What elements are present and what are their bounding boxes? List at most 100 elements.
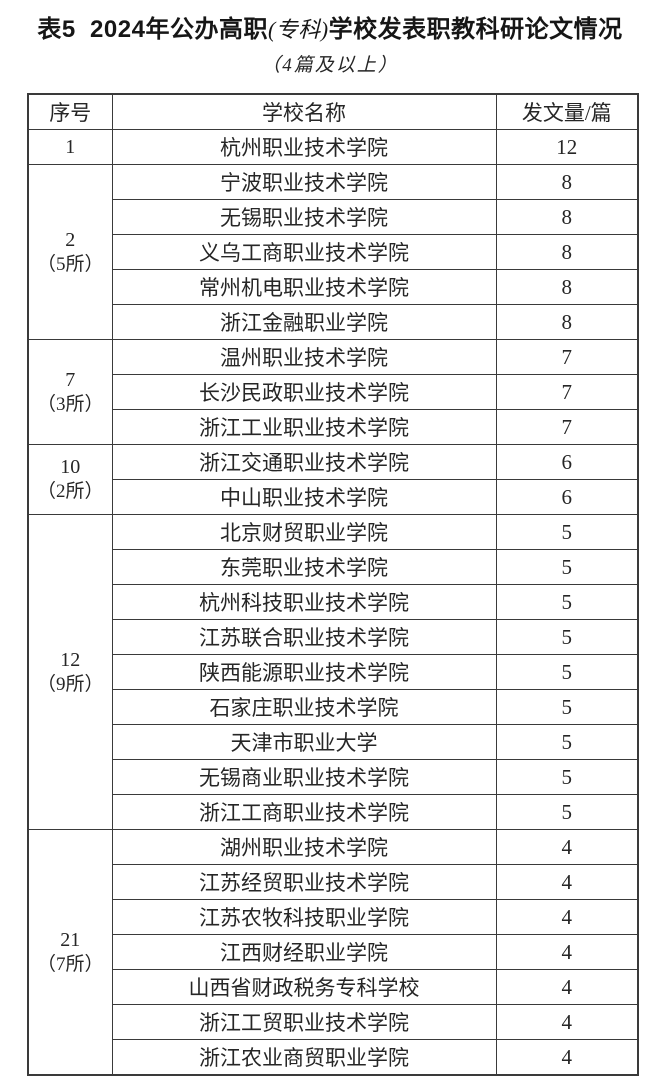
seq-cell: 7 （3所） [27,339,113,445]
count-cell: 4 [495,1039,639,1076]
table-row: 天津市职业大学 5 [28,724,639,760]
table-title-rest: 学校发表职教科研论文情况 [328,16,623,43]
seq-count-label: （2所） [36,481,104,503]
count-cell: 4 [495,1004,639,1040]
school-name-cell: 浙江工贸职业技术学院 [111,1004,497,1040]
header-row: 序号 学校名称 发文量/篇 [27,93,639,130]
table-title-paren: (专科) [267,17,329,42]
table-row: 山西省财政税务专科学校 4 [28,969,639,1005]
school-name-cell: 杭州科技职业技术学院 [111,584,497,620]
school-name-cell: 义乌工商职业技术学院 [111,234,497,270]
seq-number: 21 [60,928,81,951]
school-name-cell: 宁波职业技术学院 [111,164,497,200]
school-name-cell: 江苏农牧科技职业学院 [111,899,497,935]
school-name-cell: 浙江工业职业技术学院 [111,409,497,445]
count-cell: 5 [495,514,639,550]
count-cell: 8 [495,164,639,200]
school-name-cell: 石家庄职业技术学院 [111,689,497,725]
count-cell: 5 [495,689,639,725]
seq-number: 2 [65,228,76,251]
school-name-cell: 湖州职业技术学院 [111,829,497,865]
school-name-cell: 浙江农业商贸职业学院 [111,1039,497,1076]
count-cell: 4 [495,829,639,865]
table-row: 无锡商业职业技术学院 5 [28,759,639,795]
table-row: 12 （9所） 北京财贸职业学院 5 [27,514,639,830]
seq-number: 7 [65,368,76,391]
seq-cell: 2 （5所） [27,164,113,340]
table-row: 浙江工业职业技术学院 7 [28,409,639,445]
table-row: 常州机电职业技术学院 8 [28,269,639,305]
header-school-name: 学校名称 [111,93,497,130]
publications-table: 序号 学校名称 发文量/篇 1 杭州职业技术学院 12 2 （5所） 宁波职业技… [27,93,639,1076]
table-title-main: 表5 2024年公办高职 [37,16,268,43]
count-cell: 5 [495,654,639,690]
count-cell: 5 [495,759,639,795]
school-name-cell: 北京财贸职业学院 [111,514,497,550]
table-row: 浙江工贸职业技术学院 4 [28,1004,639,1040]
table-subtitle: （4篇及以上） [261,55,399,76]
seq-cell: 12 （9所） [27,514,113,830]
seq-cell: 1 [27,129,113,165]
count-cell: 7 [495,339,639,375]
table-row: 长沙民政职业技术学院 7 [28,374,639,410]
count-cell: 6 [495,479,639,515]
header-seq: 序号 [27,93,113,130]
count-cell: 12 [495,129,639,165]
school-name-cell: 常州机电职业技术学院 [111,269,497,305]
school-name-cell: 山西省财政税务专科学校 [111,969,497,1005]
table-row: 义乌工商职业技术学院 8 [28,234,639,270]
table-row: 东莞职业技术学院 5 [28,549,639,585]
seq-number: 10 [60,456,81,479]
table-row: 浙江农业商贸职业学院 4 [28,1039,639,1076]
school-name-cell: 无锡商业职业技术学院 [111,759,497,795]
count-cell: 5 [495,549,639,585]
seq-cell: 10 （2所） [27,444,113,515]
count-cell: 4 [495,864,639,900]
seq-cell: 21 （7所） [27,829,113,1076]
school-name-cell: 江苏经贸职业技术学院 [111,864,497,900]
count-cell: 5 [495,724,639,760]
table-row: 2 （5所） 宁波职业技术学院 8 [27,164,639,340]
table-row: 1 杭州职业技术学院 12 [27,129,639,165]
school-name-cell: 浙江工商职业技术学院 [111,794,497,830]
table-row: 石家庄职业技术学院 5 [28,689,639,725]
count-cell: 8 [495,199,639,235]
header-count: 发文量/篇 [495,93,639,130]
school-name-cell: 天津市职业大学 [111,724,497,760]
table-row: 7 （3所） 温州职业技术学院 7 [27,339,639,445]
table-row: 无锡职业技术学院 8 [28,199,639,235]
table-row: 江苏农牧科技职业学院 4 [28,899,639,935]
school-name-cell: 陕西能源职业技术学院 [111,654,497,690]
table-row: 10 （2所） 浙江交通职业技术学院 6 [27,444,639,515]
table-row: 江苏联合职业技术学院 5 [28,619,639,655]
count-cell: 8 [495,234,639,270]
table-row: 陕西能源职业技术学院 5 [28,654,639,690]
count-cell: 8 [495,269,639,305]
table-row: 江西财经职业学院 4 [28,934,639,970]
seq-number: 1 [65,136,76,158]
school-name-cell: 江苏联合职业技术学院 [111,619,497,655]
count-cell: 5 [495,794,639,830]
school-name-cell: 江西财经职业学院 [111,934,497,970]
count-cell: 6 [495,444,639,480]
seq-count-label: （3所） [36,393,104,415]
seq-count-label: （9所） [36,673,104,695]
table-row: 21 （7所） 湖州职业技术学院 4 [27,829,639,1076]
page: { "title": { "part1": "表5 2024年公办高职", "p… [0,9,660,1076]
count-cell: 5 [495,619,639,655]
school-name-cell: 中山职业技术学院 [111,479,497,515]
seq-count-label: （7所） [36,953,104,975]
seq-number: 12 [60,648,81,671]
seq-count-label: （5所） [36,253,104,275]
table-title: 表5 2024年公办高职(专科)学校发表职教科研论文情况 [0,9,660,44]
table-row: 浙江金融职业学院 8 [28,304,639,340]
table-row: 中山职业技术学院 6 [28,479,639,515]
school-name-cell: 杭州职业技术学院 [111,129,497,165]
school-name-cell: 温州职业技术学院 [111,339,497,375]
school-name-cell: 浙江金融职业学院 [111,304,497,340]
table-row: 杭州科技职业技术学院 5 [28,584,639,620]
count-cell: 4 [495,934,639,970]
school-name-cell: 长沙民政职业技术学院 [111,374,497,410]
count-cell: 8 [495,304,639,340]
count-cell: 7 [495,374,639,410]
